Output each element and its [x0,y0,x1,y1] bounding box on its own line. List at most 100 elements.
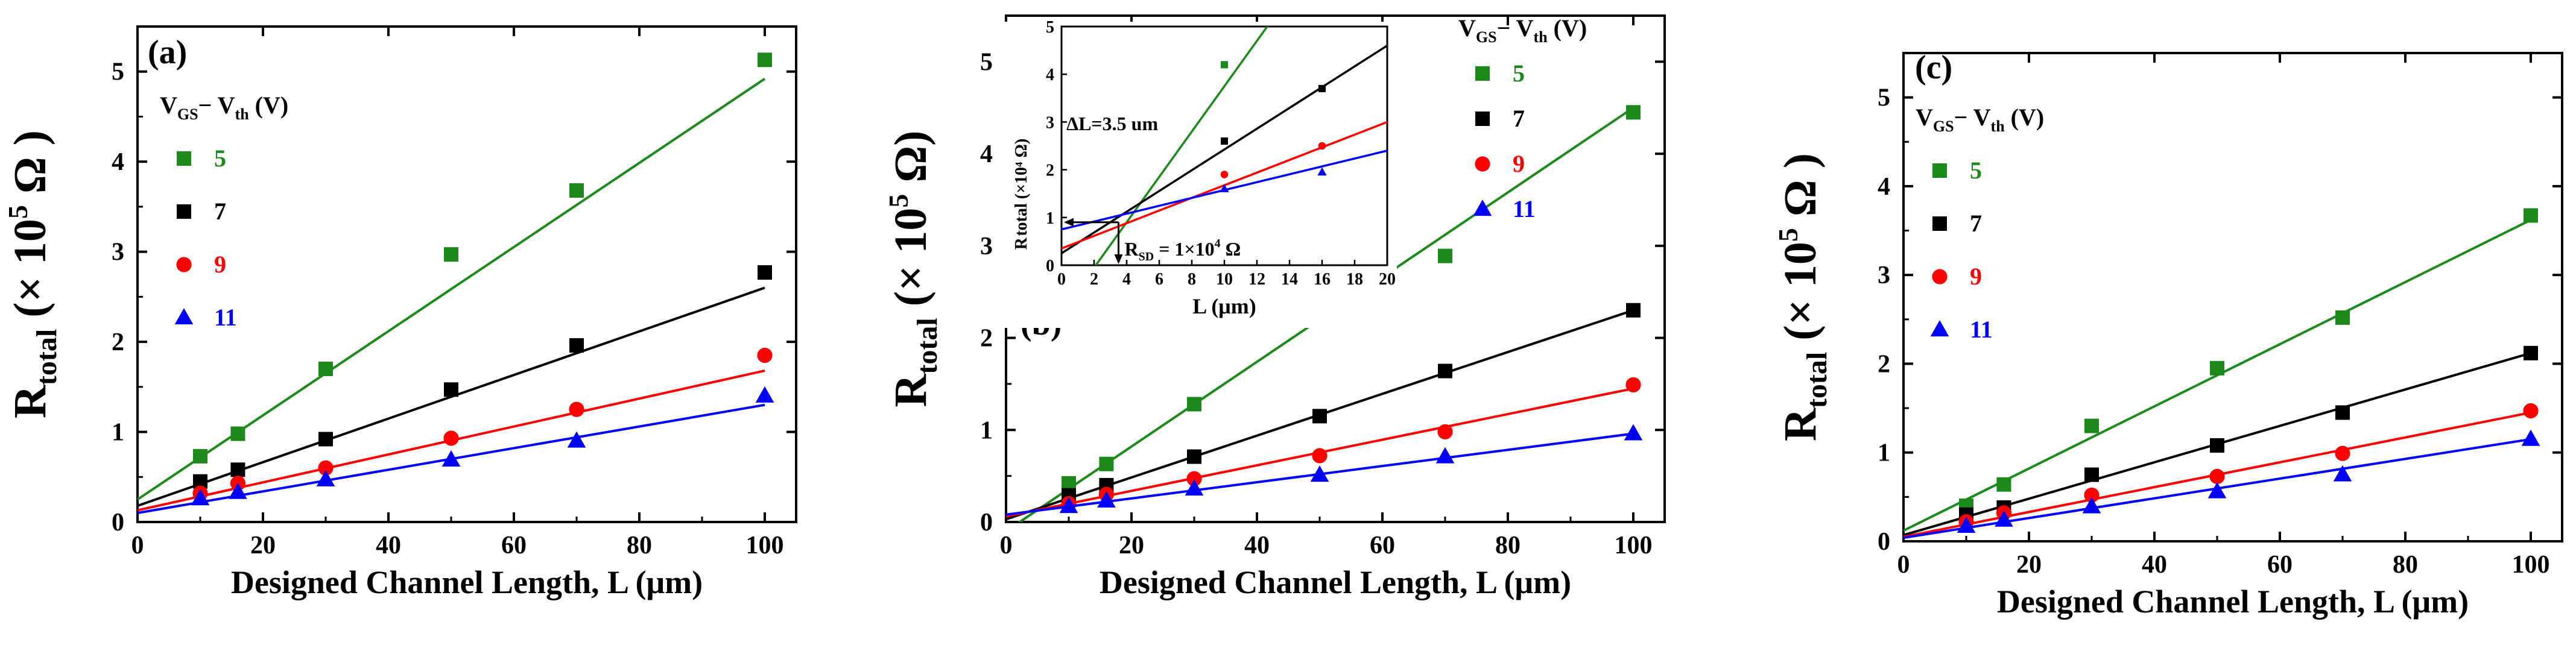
data-point [569,183,584,198]
legend-marker [1475,156,1490,172]
inset-arrowhead-down [1114,254,1123,264]
data-point [1625,377,1641,393]
legend-label: 9 [1513,150,1525,177]
inset-series-5V [1094,27,1269,265]
legend-label: 5 [1513,60,1525,87]
inset-series-11V [1062,149,1387,231]
legend: VGS− Vth (V) 5 7 9 11 [1916,104,2044,343]
inset-annotation-delta-l: ΔL=3.5 um [1066,113,1158,134]
y-axis-label: Rtotal (× 105 Ω ) [1773,153,1833,441]
data-point [444,382,458,397]
inset-data-point [1318,142,1326,150]
inset-background [995,22,1397,328]
legend-label: 11 [1513,195,1536,222]
data-point [444,247,458,262]
inset-x-tick-label: 2 [1090,270,1098,289]
series-5V [138,52,772,501]
data-point [2524,345,2538,360]
inset-x-tick-label: 6 [1155,270,1163,289]
y-axis-label: Rtotal (× 105 Ω ) [2,130,63,418]
y-tick-label: 4 [1878,173,1890,201]
legend: VGS− Vth (V) 5 7 9 11 [160,92,288,331]
legend-label: 5 [1970,157,1982,184]
legend-label: 9 [1970,263,1982,290]
inset-y-tick-label: 0 [1046,257,1054,275]
legend-label: 9 [214,251,226,278]
x-tick-label: 80 [1495,532,1521,559]
data-point [318,361,333,376]
data-point [758,265,772,280]
chart-panel-a: 0 20 40 60 80 100 0 1 2 3 4 5 Designed Channel Lengt… [2,25,797,600]
data-point [2523,403,2539,419]
data-point [1312,448,1328,464]
data-point [1186,471,1202,486]
y-tick-label: 1 [1878,439,1890,467]
legend-title: VGS− Vth (V) [160,92,288,123]
data-point [569,401,584,417]
x-tick-label: 60 [501,532,527,559]
legend-marker [1473,200,1492,216]
x-axis-label: Designed Channel Length, L (μm) [1100,564,1571,600]
data-point [2084,467,2099,482]
x-tick-label: 0 [131,532,144,559]
data-point [2333,465,2352,482]
data-point [441,450,461,467]
legend-marker [176,257,192,272]
data-point [2084,487,2100,503]
data-point [1438,248,1452,263]
data-point [2335,310,2350,325]
data-point [757,347,773,363]
legend-marker [1932,163,1947,178]
inset-y-tick-label: 4 [1046,66,1054,84]
data-point [755,386,774,403]
inset-fit-line [1062,45,1387,254]
inset-x-tick-label: 18 [1346,270,1363,289]
inset-y-label: R total (×10⁴ Ω) [1012,139,1031,250]
legend-marker [1932,216,1947,231]
y-tick-label: 2 [1878,350,1890,378]
data-point [1626,105,1641,120]
y-tick-label: 0 [112,509,124,536]
y-tick-label: 0 [980,509,993,536]
legend-label: 7 [214,198,226,225]
y-tick-label: 1 [980,417,993,444]
data-point [1996,477,2011,492]
legend-marker [174,308,194,325]
inset-x-label: L (μm) [1192,294,1256,318]
inset-x-tick-label: 4 [1122,270,1131,289]
y-tick-label: 3 [980,233,993,260]
inset-series-7V [1062,45,1387,254]
legend-marker [1475,112,1490,126]
y-tick-label: 5 [980,48,993,76]
data-point [1310,465,1329,482]
data-point [2335,445,2350,461]
data-point [2084,418,2099,433]
inset-y-tick-label: 2 [1046,162,1054,180]
legend-title: VGS− Vth (V) [1916,104,2044,135]
x-tick-label: 80 [2393,551,2418,579]
x-axis-label: Designed Channel Length, L (μm) [231,564,703,600]
inset-x-tick-label: 12 [1248,270,1265,289]
data-point [2521,429,2540,446]
data-point [2524,208,2538,223]
inset-x-tick-label: 10 [1216,270,1233,289]
data-point [1995,510,2013,527]
data-point [2209,468,2225,485]
legend-marker [1932,269,1948,285]
x-tick-label: 20 [2016,551,2042,579]
data-point [230,462,245,477]
data-point [1957,517,1976,533]
data-point [2207,482,2227,498]
data-point [1312,409,1327,424]
inset-x-tick-label: 8 [1188,270,1196,289]
data-point [193,448,207,464]
data-point [758,52,772,68]
x-tick-label: 0 [1897,551,1910,579]
panel-label: (a) [148,34,187,71]
x-tick-label: 40 [2142,551,2167,579]
series-7V [138,265,772,507]
data-point [567,431,586,448]
y-axis-label: Rtotal (× 105 Ω) [883,131,943,407]
